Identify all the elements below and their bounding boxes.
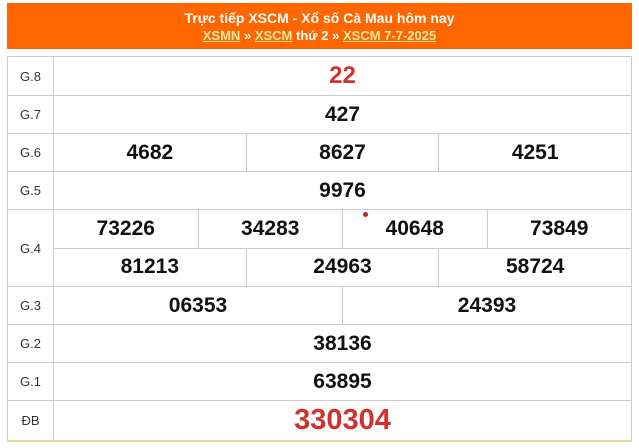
table-row-g6: G.6 4682 8627 4251	[8, 134, 631, 172]
prize-label: G.3	[8, 287, 54, 324]
prize-label: G.7	[8, 96, 54, 133]
breadcrumb-link-date[interactable]: XSCM 7-7-2025	[343, 27, 437, 43]
table-row-g7: G.7 427	[8, 96, 631, 134]
breadcrumb-link-xscm[interactable]: XSCM	[254, 27, 293, 43]
breadcrumb-link-xsmn[interactable]: XSMN	[202, 27, 241, 43]
prize-number: 73226	[96, 216, 155, 240]
live-indicator-dot	[363, 212, 369, 217]
prize-number: 9976	[319, 178, 366, 202]
table-row-db: ĐB 330304	[8, 401, 631, 442]
prize-number: 40648	[342, 210, 487, 248]
prize-number: 34283	[197, 210, 343, 248]
prize-number: 06353	[168, 293, 228, 317]
prize-label: ĐB	[8, 401, 54, 440]
prize-number: 8627	[245, 134, 439, 171]
table-row-g1: G.1 63895	[8, 363, 631, 401]
prize-number: 58724	[438, 248, 631, 286]
prize-number: 63895	[313, 369, 372, 393]
page-title: Trực tiếp XSCM - Xổ số Cà Mau hôm nay	[184, 9, 455, 26]
table-row-g4: G.4 73226 34283 40648 73849 81213 24963 …	[8, 210, 631, 287]
prize-number: 38136	[313, 331, 372, 355]
prize-label: G.8	[8, 57, 54, 95]
prize-label: G.5	[8, 172, 54, 209]
prize-number: 24963	[245, 248, 439, 286]
page: Trực tiếp XSCM - Xổ số Cà Mau hôm nay XS…	[0, 3, 639, 448]
prize-number: 73849	[486, 210, 632, 248]
breadcrumb-weekday: thứ 2	[296, 27, 329, 43]
breadcrumb-separator: »	[243, 27, 252, 43]
prize-number: 22	[329, 62, 356, 89]
table-row-g2: G.2 38136	[8, 325, 631, 363]
table-row-g8: G.8 22	[8, 57, 631, 96]
breadcrumb: XSMN » XSCM thứ 2 » XSCM 7-7-2025	[7, 28, 632, 43]
prize-number: 81213	[120, 255, 180, 279]
breadcrumb-separator: »	[332, 27, 340, 43]
prize-number: 4251	[438, 134, 631, 171]
table-row-g3: G.3 06353 24393	[8, 287, 631, 325]
prize-number: 24393	[342, 287, 631, 324]
prize-label: G.2	[8, 325, 54, 362]
table-row-g5: G.5 9976	[8, 172, 631, 210]
prize-label: G.1	[8, 363, 54, 400]
header-banner: Trực tiếp XSCM - Xổ số Cà Mau hôm nay XS…	[7, 3, 632, 49]
prize-number: 427	[324, 102, 361, 126]
prize-number: 4682	[126, 140, 174, 164]
prize-label: G.6	[8, 134, 54, 171]
prize-number-jackpot: 330304	[294, 404, 391, 436]
prize-label: G.4	[8, 210, 54, 286]
lottery-results-table: G.8 22 G.7 427 G.6 4682 8627 4251 G.5 99…	[7, 56, 632, 442]
